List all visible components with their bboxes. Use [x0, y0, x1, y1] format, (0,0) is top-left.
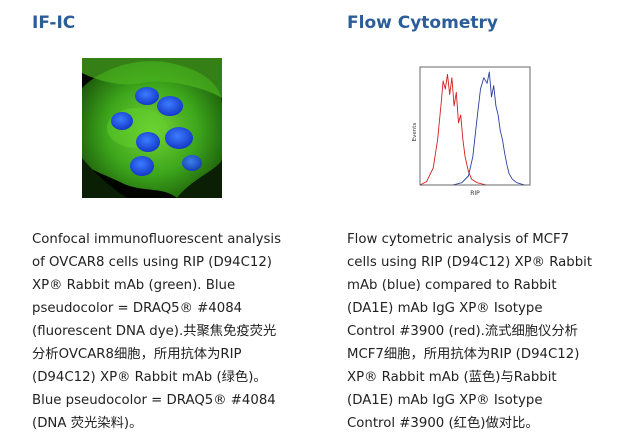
caption-line: Blue pseudocolor = DRAQ5® #4084: [32, 393, 276, 408]
caption-line: Confocal immunofluorescent analysis: [32, 232, 282, 247]
caption-line: (DA1E) mAb IgG XP® Isotype: [347, 393, 543, 408]
caption-line: mAb (blue) compared to Rabbit: [347, 278, 557, 293]
y-axis-label: Events: [412, 123, 418, 142]
caption-line: (fluorescent DNA dye).共聚焦免疫荧光: [32, 324, 277, 339]
caption-line: Control #3900 (红色)做对比。: [347, 416, 539, 431]
plot-frame: [419, 66, 531, 186]
caption-line: (DA1E) mAb IgG XP® Isotype: [347, 301, 543, 316]
caption-line: of OVCAR8 cells using RIP (D94C12): [32, 255, 272, 270]
nucleus: [135, 87, 159, 105]
rip-antibody-series-line: [452, 71, 525, 186]
caption-line: XP® Rabbit mAb (green). Blue: [32, 278, 236, 293]
caption-line: pseudocolor = DRAQ5® #4084: [32, 301, 243, 316]
caption-line: Control #3900 (red).流式细胞仪分析: [347, 324, 578, 339]
nucleus: [182, 155, 202, 171]
caption-line: XP® Rabbit mAb (蓝色)与Rabbit: [347, 370, 557, 385]
caption-line: cells using RIP (D94C12) XP® Rabbit: [347, 255, 593, 270]
caption-line: 分析OVCAR8细胞，所用抗体为RIP: [32, 347, 242, 362]
x-axis-label: RIP: [470, 190, 480, 197]
caption-line: (DNA 荧光染料)。: [32, 416, 143, 431]
caption-line: Flow cytometric analysis of MCF7: [347, 232, 570, 247]
isotype-control-series-line: [419, 73, 487, 186]
if-ic-heading: IF-IC: [32, 13, 76, 33]
flow-cytometry-histogram: Events RIP: [409, 64, 533, 198]
caption-line: (D94C12) XP® Rabbit mAb (绿色)。: [32, 370, 267, 385]
if-ic-caption: Confocal immunofluorescent analysis of OV…: [32, 228, 322, 435]
nucleus: [136, 132, 160, 152]
nucleus: [130, 156, 154, 176]
caption-line: MCF7细胞，所用抗体为RIP (D94C12): [347, 347, 580, 362]
nucleus: [111, 112, 133, 130]
flow-cytometry-caption: Flow cytometric analysis of MCF7 cells us…: [347, 228, 637, 435]
nucleus: [165, 127, 193, 149]
immunofluorescence-image: [82, 58, 222, 198]
flow-cytometry-heading: Flow Cytometry: [347, 13, 498, 33]
nucleus: [157, 96, 183, 116]
